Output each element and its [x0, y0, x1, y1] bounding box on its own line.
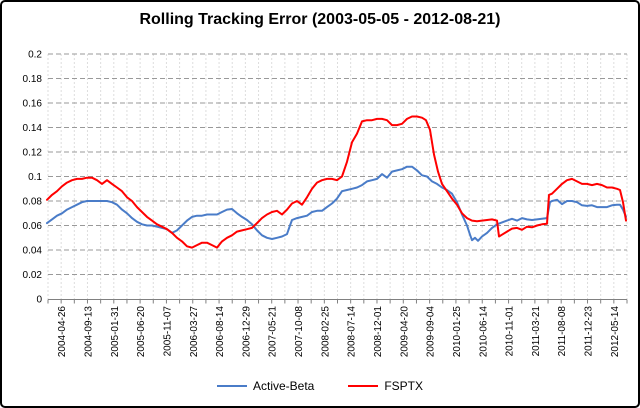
svg-text:2004-09-13: 2004-09-13 — [83, 306, 94, 358]
svg-text:0.12: 0.12 — [23, 148, 43, 159]
svg-text:2007-05-21: 2007-05-21 — [268, 306, 279, 358]
svg-text:0.14: 0.14 — [23, 123, 43, 134]
svg-text:0.06: 0.06 — [23, 221, 43, 232]
svg-text:2008-12-01: 2008-12-01 — [373, 306, 384, 358]
svg-text:0.02: 0.02 — [23, 270, 43, 281]
svg-text:0.1: 0.1 — [28, 172, 42, 183]
svg-text:2009-09-04: 2009-09-04 — [426, 306, 437, 358]
svg-text:2006-12-29: 2006-12-29 — [241, 306, 252, 358]
active-beta-line — [46, 165, 627, 242]
svg-text:2006-08-14: 2006-08-14 — [215, 306, 226, 358]
y-axis-labels: 0.2 0.18 0.16 0.14 0.12 0.1 0.08 0.06 0.04 0.02 0 — [23, 50, 43, 306]
svg-text:2009-04-20: 2009-04-20 — [399, 306, 410, 358]
horizontal-gridlines — [48, 53, 627, 275]
svg-text:2004-04-26: 2004-04-26 — [57, 306, 68, 358]
svg-text:0.08: 0.08 — [23, 197, 43, 208]
chart-legend: Active-Beta FSPTX — [2, 379, 638, 393]
fsptx-line — [46, 115, 627, 249]
svg-text:2012-05-14: 2012-05-14 — [610, 306, 621, 358]
svg-text:2011-03-21: 2011-03-21 — [531, 306, 542, 357]
legend-label-active-beta: Active-Beta — [252, 379, 315, 393]
svg-text:2007-10-08: 2007-10-08 — [294, 306, 305, 358]
svg-text:2005-01-31: 2005-01-31 — [110, 306, 121, 358]
x-axis-labels: 2004-04-26 2004-09-13 2005-01-31 2005-06-20… — [57, 306, 621, 358]
svg-text:2011-08-08: 2011-08-08 — [557, 306, 568, 357]
legend-label-fsptx: FSPTX — [384, 379, 424, 393]
x-axis — [47, 299, 628, 304]
svg-text:2010-11-01: 2010-11-01 — [505, 306, 516, 357]
svg-text:2010-01-25: 2010-01-25 — [452, 306, 463, 358]
svg-text:2011-12-23: 2011-12-23 — [584, 306, 595, 357]
legend-line-swatch-blue — [216, 385, 247, 387]
vertical-gridlines — [47, 54, 628, 299]
svg-text:0.18: 0.18 — [23, 74, 43, 85]
svg-text:0.04: 0.04 — [23, 246, 43, 257]
legend-item-active-beta: Active-Beta — [216, 379, 315, 393]
svg-text:2010-06-14: 2010-06-14 — [478, 306, 489, 358]
legend-line-swatch-red — [348, 385, 379, 387]
legend-item-fsptx: FSPTX — [348, 379, 423, 393]
svg-text:2006-03-27: 2006-03-27 — [189, 306, 200, 358]
svg-text:2005-06-20: 2005-06-20 — [136, 306, 147, 358]
svg-text:2005-11-07: 2005-11-07 — [162, 306, 173, 357]
svg-text:2008-02-25: 2008-02-25 — [320, 306, 331, 358]
chart-title: Rolling Tracking Error (2003-05-05 - 201… — [139, 11, 501, 28]
svg-text:0: 0 — [36, 295, 42, 306]
svg-text:0.2: 0.2 — [28, 50, 42, 61]
svg-text:0.16: 0.16 — [23, 99, 43, 110]
svg-text:2008-07-14: 2008-07-14 — [347, 306, 358, 358]
